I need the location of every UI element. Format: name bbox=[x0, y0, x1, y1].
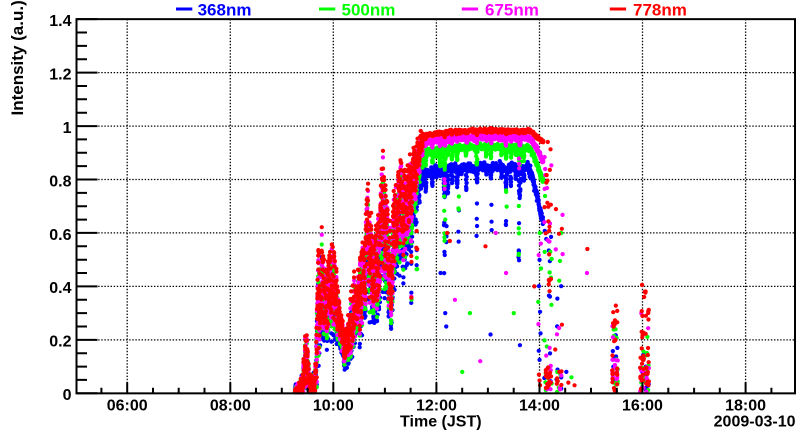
svg-text:08:00: 08:00 bbox=[210, 398, 251, 415]
svg-text:1.4: 1.4 bbox=[49, 13, 71, 30]
svg-text:675nm: 675nm bbox=[485, 1, 539, 20]
svg-text:0.6: 0.6 bbox=[49, 227, 71, 244]
svg-text:778nm: 778nm bbox=[633, 1, 687, 20]
svg-text:14:00: 14:00 bbox=[519, 398, 560, 415]
svg-text:10:00: 10:00 bbox=[313, 398, 354, 415]
svg-text:2009-03-10: 2009-03-10 bbox=[714, 414, 796, 431]
svg-text:0.8: 0.8 bbox=[49, 173, 71, 190]
svg-text:12:00: 12:00 bbox=[416, 398, 457, 415]
svg-text:500nm: 500nm bbox=[342, 1, 396, 20]
svg-text:18:00: 18:00 bbox=[725, 398, 766, 415]
svg-text:1.2: 1.2 bbox=[49, 66, 71, 83]
svg-text:1: 1 bbox=[63, 120, 72, 137]
svg-text:Time (JST): Time (JST) bbox=[400, 414, 482, 431]
svg-text:06:00: 06:00 bbox=[107, 398, 148, 415]
svg-text:0: 0 bbox=[63, 387, 72, 404]
svg-text:0.2: 0.2 bbox=[49, 334, 71, 351]
svg-text:368nm: 368nm bbox=[198, 1, 252, 20]
svg-text:0.4: 0.4 bbox=[49, 280, 71, 297]
svg-text:16:00: 16:00 bbox=[622, 398, 663, 415]
svg-text:Intensity (a.u.): Intensity (a.u.) bbox=[8, 0, 27, 115]
